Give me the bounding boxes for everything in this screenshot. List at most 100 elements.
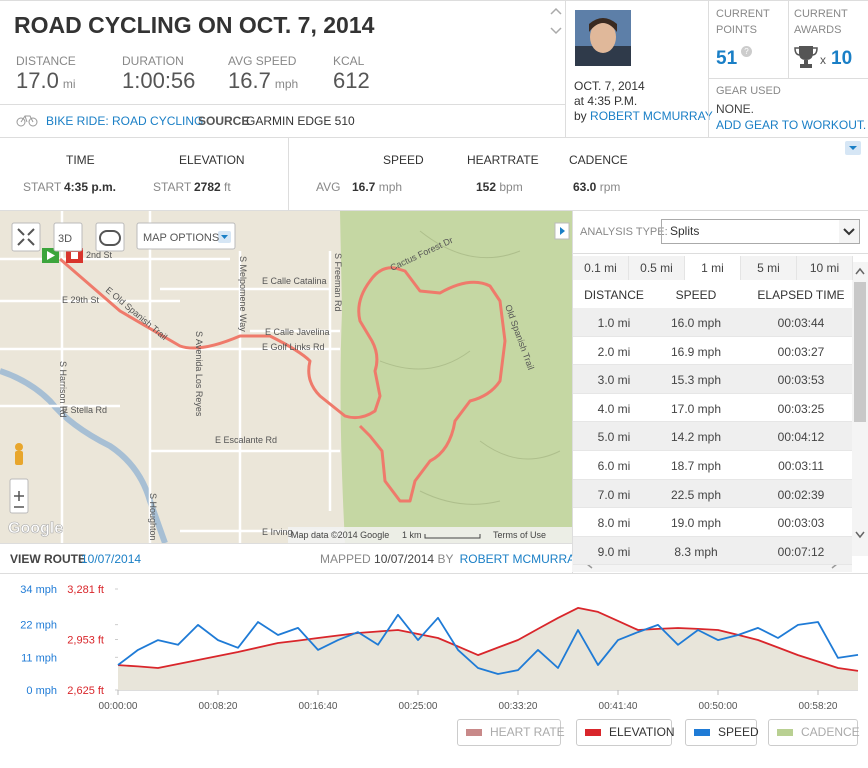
x-tick-label: 00:33:20 — [499, 701, 538, 712]
map-label: E Irving — [262, 527, 293, 537]
scroll-arrows[interactable] — [549, 6, 563, 36]
source-label: SOURCE — [198, 114, 250, 128]
x-tick-label: 00:00:00 — [99, 701, 138, 712]
mapped-name[interactable]: ROBERT MCMURRAY — [459, 552, 583, 566]
legend-button[interactable]: ELEVATION — [576, 719, 675, 746]
stat-unit: mph — [274, 77, 299, 91]
mapped-label: MAPPED — [320, 552, 371, 566]
distance-tab[interactable]: 5 mi — [741, 256, 797, 280]
legend-label: ELEVATION — [609, 725, 675, 739]
avatar[interactable] — [575, 10, 631, 66]
help-badge[interactable]: ? — [741, 46, 752, 57]
by: by — [574, 109, 587, 123]
avg-label: AVG — [316, 180, 341, 194]
legend-button[interactable]: CADENCE — [768, 719, 860, 746]
divider — [708, 78, 868, 79]
legend-swatch — [585, 729, 601, 737]
row-bg — [573, 508, 852, 537]
map-label: S Avenida Los Reyes — [194, 331, 204, 417]
stat-label: DISTANCE — [16, 54, 76, 68]
cell: 00:07:12 — [777, 544, 825, 559]
title: ROAD CYCLING ON OCT. 7, 2014 — [14, 12, 375, 38]
unit: bpm — [499, 180, 523, 194]
map-label: E Golf Links Rd — [262, 342, 325, 352]
heartrate-label: HEARTRATE — [467, 153, 539, 167]
divider — [788, 0, 789, 78]
x-tick-label: 00:50:00 — [699, 701, 738, 712]
cell: 19.0 mph — [670, 516, 722, 531]
x-tick-label: 00:08:20 — [199, 701, 238, 712]
analysis-select[interactable]: Splits — [661, 219, 860, 244]
map-label: S Harrison Rd — [58, 361, 68, 418]
row-bg — [573, 308, 852, 337]
by: BY — [437, 552, 454, 566]
map-label: E Calle Javelina — [265, 327, 330, 337]
legend-button[interactable]: SPEED — [685, 719, 759, 746]
stat-value: 1:00:56 — [122, 68, 196, 93]
view-route-label: VIEW ROUTE — [10, 552, 87, 566]
start-label: START — [23, 180, 62, 194]
stat: 16.7 mph — [228, 68, 298, 94]
expand-button[interactable] — [845, 141, 861, 155]
map-label: S Melpomene Way — [238, 256, 248, 332]
distance-tab[interactable]: 1 mi — [685, 256, 741, 280]
map-options[interactable]: MAP OPTIONS — [143, 232, 219, 244]
x-tick-label: 00:41:40 — [599, 701, 638, 712]
profile-date: OCT. 7, 2014 — [574, 79, 645, 93]
divider — [572, 210, 573, 573]
cell: 00:03:53 — [777, 373, 825, 388]
cell: 17.0 mph — [670, 401, 722, 416]
cell: 00:03:03 — [777, 516, 825, 531]
profile-name[interactable]: ROBERT MCMURRAY — [590, 109, 713, 123]
cell: 9.0 mi — [597, 544, 631, 559]
map[interactable]: 3D MAP OPTIONS Map data ©2014 Google 1 k… — [0, 211, 572, 543]
series-line — [117, 607, 859, 672]
map-label: S Houghton — [148, 493, 158, 541]
cadence-label: CADENCE — [569, 153, 628, 167]
add-gear-link[interactable]: ADD GEAR TO WORKOUT. — [716, 118, 867, 132]
row-bg — [573, 479, 852, 509]
stat: 612 — [333, 68, 370, 94]
divider — [0, 104, 565, 105]
map-scale: 1 km — [402, 530, 422, 540]
y2-tick-label: 2,625 ft — [67, 685, 104, 697]
cell: 16.0 mph — [670, 316, 722, 330]
map-label: 2nd St — [86, 250, 113, 260]
cell: 00:03:25 — [777, 401, 825, 416]
cell: 2.0 mi — [597, 344, 631, 359]
cell: 8.3 mph — [674, 544, 718, 559]
row-bg — [573, 422, 852, 451]
map-label: E Calle Catalina — [262, 276, 327, 286]
row-bg — [573, 393, 852, 423]
y2-tick-label: 3,281 ft — [67, 584, 104, 596]
series-line — [117, 613, 859, 675]
distance-tab[interactable]: 0.5 mi — [629, 256, 685, 280]
3d-button[interactable]: 3D — [58, 233, 72, 245]
stat-label: AVG SPEED — [228, 54, 297, 68]
distance-tab[interactable]: 0.1 mi — [573, 256, 629, 280]
row-bg — [573, 451, 852, 480]
divider — [0, 137, 868, 138]
stat-label: DURATION — [122, 54, 184, 68]
route-date[interactable]: 10/07/2014 — [81, 552, 142, 566]
elevation-label: ELEVATION — [179, 153, 245, 167]
column-header: SPEED — [675, 288, 717, 302]
unit: mph — [378, 180, 403, 194]
scrollbar[interactable] — [852, 262, 868, 556]
avg-cadence: 63.0 — [573, 180, 597, 194]
distance-tab[interactable]: 10 mi — [797, 256, 853, 280]
legend-swatch — [694, 729, 710, 737]
gear-value: NONE. — [716, 102, 755, 116]
stat-unit: mi — [62, 77, 76, 91]
legend-button[interactable]: HEART RATE — [457, 719, 565, 746]
avg-speed: 16.7 — [352, 180, 376, 194]
map-label: E 29th St — [62, 295, 100, 305]
awards-value: 10 — [831, 48, 853, 69]
cell: 22.5 mph — [670, 487, 722, 502]
activity-link[interactable]: BIKE RIDE: ROAD CYCLING — [46, 114, 204, 128]
map-label: S Freeman Rd — [333, 253, 343, 312]
y-tick-label: 0 mph — [26, 685, 57, 697]
awards-label: CURRENT AWARDS — [794, 8, 848, 36]
terms-link[interactable]: Terms of Use — [493, 530, 546, 540]
